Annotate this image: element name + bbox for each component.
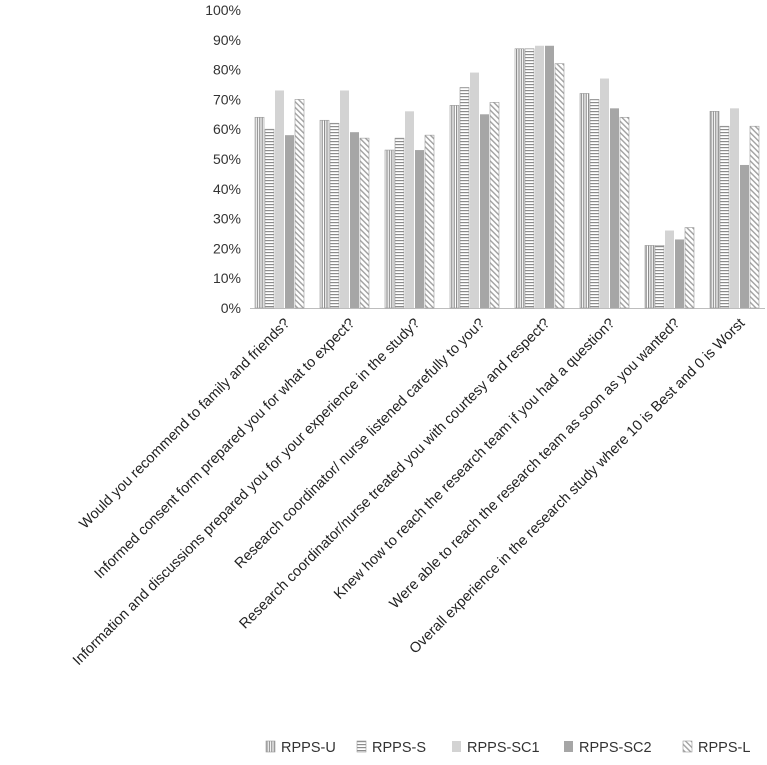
bar-rpps-s xyxy=(394,137,405,309)
legend-swatch-rpps-l xyxy=(682,740,693,753)
legend-swatch-rpps-s xyxy=(356,740,367,753)
bar-rpps-u xyxy=(319,119,330,309)
legend-label: RPPS-S xyxy=(372,740,426,756)
bar-rpps-s xyxy=(329,122,340,309)
bar-rpps-sc2 xyxy=(610,108,619,308)
bar-rpps-l xyxy=(489,102,500,309)
bar-rpps-sc1 xyxy=(470,72,479,308)
y-tick-label: 30% xyxy=(213,211,241,227)
bar-rpps-l xyxy=(294,99,305,309)
bar-rpps-sc1 xyxy=(535,45,544,308)
y-tick-label: 0% xyxy=(221,300,241,316)
bar-rpps-sc2 xyxy=(545,45,554,308)
bar-rpps-l xyxy=(424,134,435,309)
bar-rpps-sc1 xyxy=(730,108,739,308)
y-tick-label: 100% xyxy=(205,2,241,18)
bar-rpps-l xyxy=(684,227,695,309)
bar-rpps-u xyxy=(514,48,525,309)
bar-rpps-sc1 xyxy=(275,90,284,309)
bar-rpps-s xyxy=(459,87,470,309)
bar-rpps-s xyxy=(524,48,535,309)
y-tick-label: 70% xyxy=(213,91,241,107)
bar-rpps-l xyxy=(619,116,630,309)
bar-rpps-u xyxy=(644,245,655,309)
bar-rpps-sc2 xyxy=(415,150,424,308)
bar-rpps-sc1 xyxy=(665,230,674,308)
bar-rpps-u xyxy=(709,111,720,309)
bar-rpps-sc2 xyxy=(350,132,359,308)
y-tick-label: 60% xyxy=(213,121,241,137)
bar-rpps-u xyxy=(254,116,265,309)
bar-rpps-s xyxy=(654,245,665,309)
bar-rpps-sc1 xyxy=(405,111,414,308)
bar-rpps-l xyxy=(359,137,370,309)
y-tick-label: 90% xyxy=(213,32,241,48)
y-tick-label: 80% xyxy=(213,62,241,78)
legend-label: RPPS-L xyxy=(698,740,750,756)
bar-rpps-sc2 xyxy=(285,135,294,308)
bar-rpps-u xyxy=(449,105,460,309)
legend-label: RPPS-SC1 xyxy=(467,740,540,756)
legend-label: RPPS-SC2 xyxy=(579,740,652,756)
bar-rpps-l xyxy=(554,63,565,309)
bar-rpps-s xyxy=(589,99,600,309)
bar-rpps-l xyxy=(749,125,760,309)
y-tick-label: 10% xyxy=(213,270,241,286)
x-category-label: Research coordinator/nurse treated you w… xyxy=(237,316,554,633)
bar-rpps-sc1 xyxy=(600,78,609,308)
bar-rpps-s xyxy=(719,125,730,309)
bar-rpps-u xyxy=(579,93,590,309)
bar-rpps-sc2 xyxy=(480,114,489,308)
bar-rpps-s xyxy=(264,128,275,309)
legend-label: RPPS-U xyxy=(281,740,336,756)
bar-rpps-sc1 xyxy=(340,90,349,309)
bar-rpps-u xyxy=(384,149,395,309)
legend-swatch-rpps-sc1 xyxy=(452,741,461,752)
x-category-label: Research coordinator/ nurse listened car… xyxy=(232,316,488,572)
legend-swatch-rpps-u xyxy=(265,740,276,753)
y-tick-label: 50% xyxy=(213,151,241,167)
bar-rpps-sc2 xyxy=(675,239,684,308)
y-tick-label: 40% xyxy=(213,181,241,197)
legend-swatch-rpps-sc2 xyxy=(564,741,573,752)
bar-rpps-sc2 xyxy=(740,164,749,308)
y-tick-label: 20% xyxy=(213,240,241,256)
